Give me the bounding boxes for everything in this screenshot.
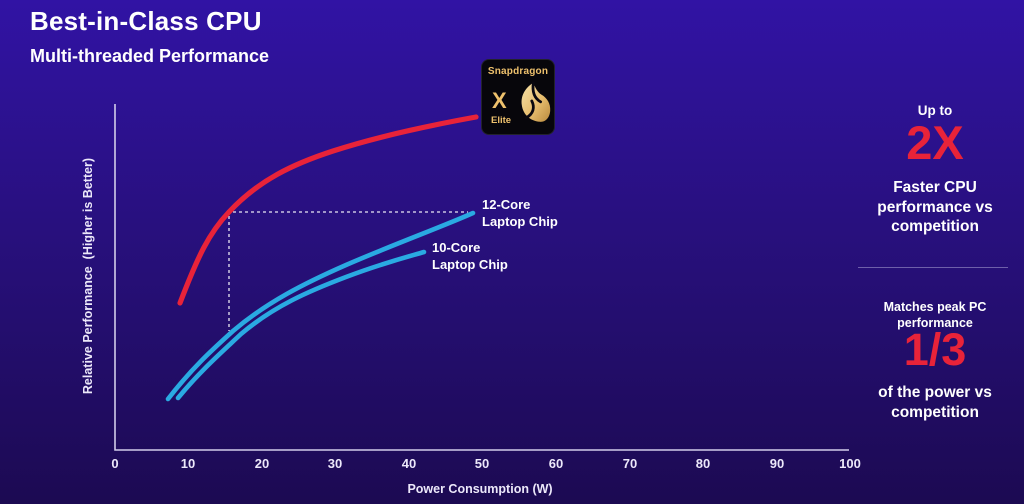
callout-bottom-description: of the power vs competition [853,383,1017,422]
badge-tier-text: Elite [491,115,512,126]
callout-bottom-prefix: Matches peak PC performance [853,300,1017,331]
xtick-90: 90 [769,456,785,471]
badge-brand-text: Snapdragon [487,66,549,77]
callout-top-value: 2X [906,116,964,169]
curve-12core-laptop-chip [165,210,476,402]
page-title: Best-in-Class CPU [30,6,262,36]
callout-divider [858,267,1008,268]
xtick-50: 50 [474,456,490,471]
page-subtitle: Multi-threaded Performance [30,46,270,66]
xtick-20: 20 [254,456,270,471]
xtick-0: 0 [111,456,119,471]
xtick-10: 10 [180,456,196,471]
snapdragon-flame-icon [521,81,551,122]
curve-snapdragon-x-elite [177,114,479,306]
snapdragon-x-elite-badge: Snapdragon X Elite [482,60,554,134]
xtick-70: 70 [622,456,638,471]
axes [114,104,849,451]
xtick-40: 40 [401,456,417,471]
curve-10core-laptop-chip [175,249,427,401]
badge-model-text: X [492,88,507,113]
callout-top-description-text: Faster CPU performance vs competition [877,179,993,236]
xtick-60: 60 [548,456,564,471]
callout-bottom-value: 1/3 [903,324,967,375]
y-axis-label: Relative Performance (Higher is Better) [81,157,95,395]
curve-label-10core: 10-Core Laptop Chip [432,240,508,272]
callout-bottom-description-text: of the power vs competition [878,384,992,421]
xtick-80: 80 [695,456,711,471]
xtick-30: 30 [327,456,343,471]
callout-bottom-prefix-text: Matches peak PC performance [883,300,987,330]
curve-label-12core: 12-Core Laptop Chip [482,197,558,229]
callout-top-prefix: Up to [917,103,953,118]
x-axis-label: Power Consumption (W) [407,482,553,496]
xtick-100: 100 [839,456,861,471]
callout-top-description: Faster CPU performance vs competition [853,178,1017,237]
